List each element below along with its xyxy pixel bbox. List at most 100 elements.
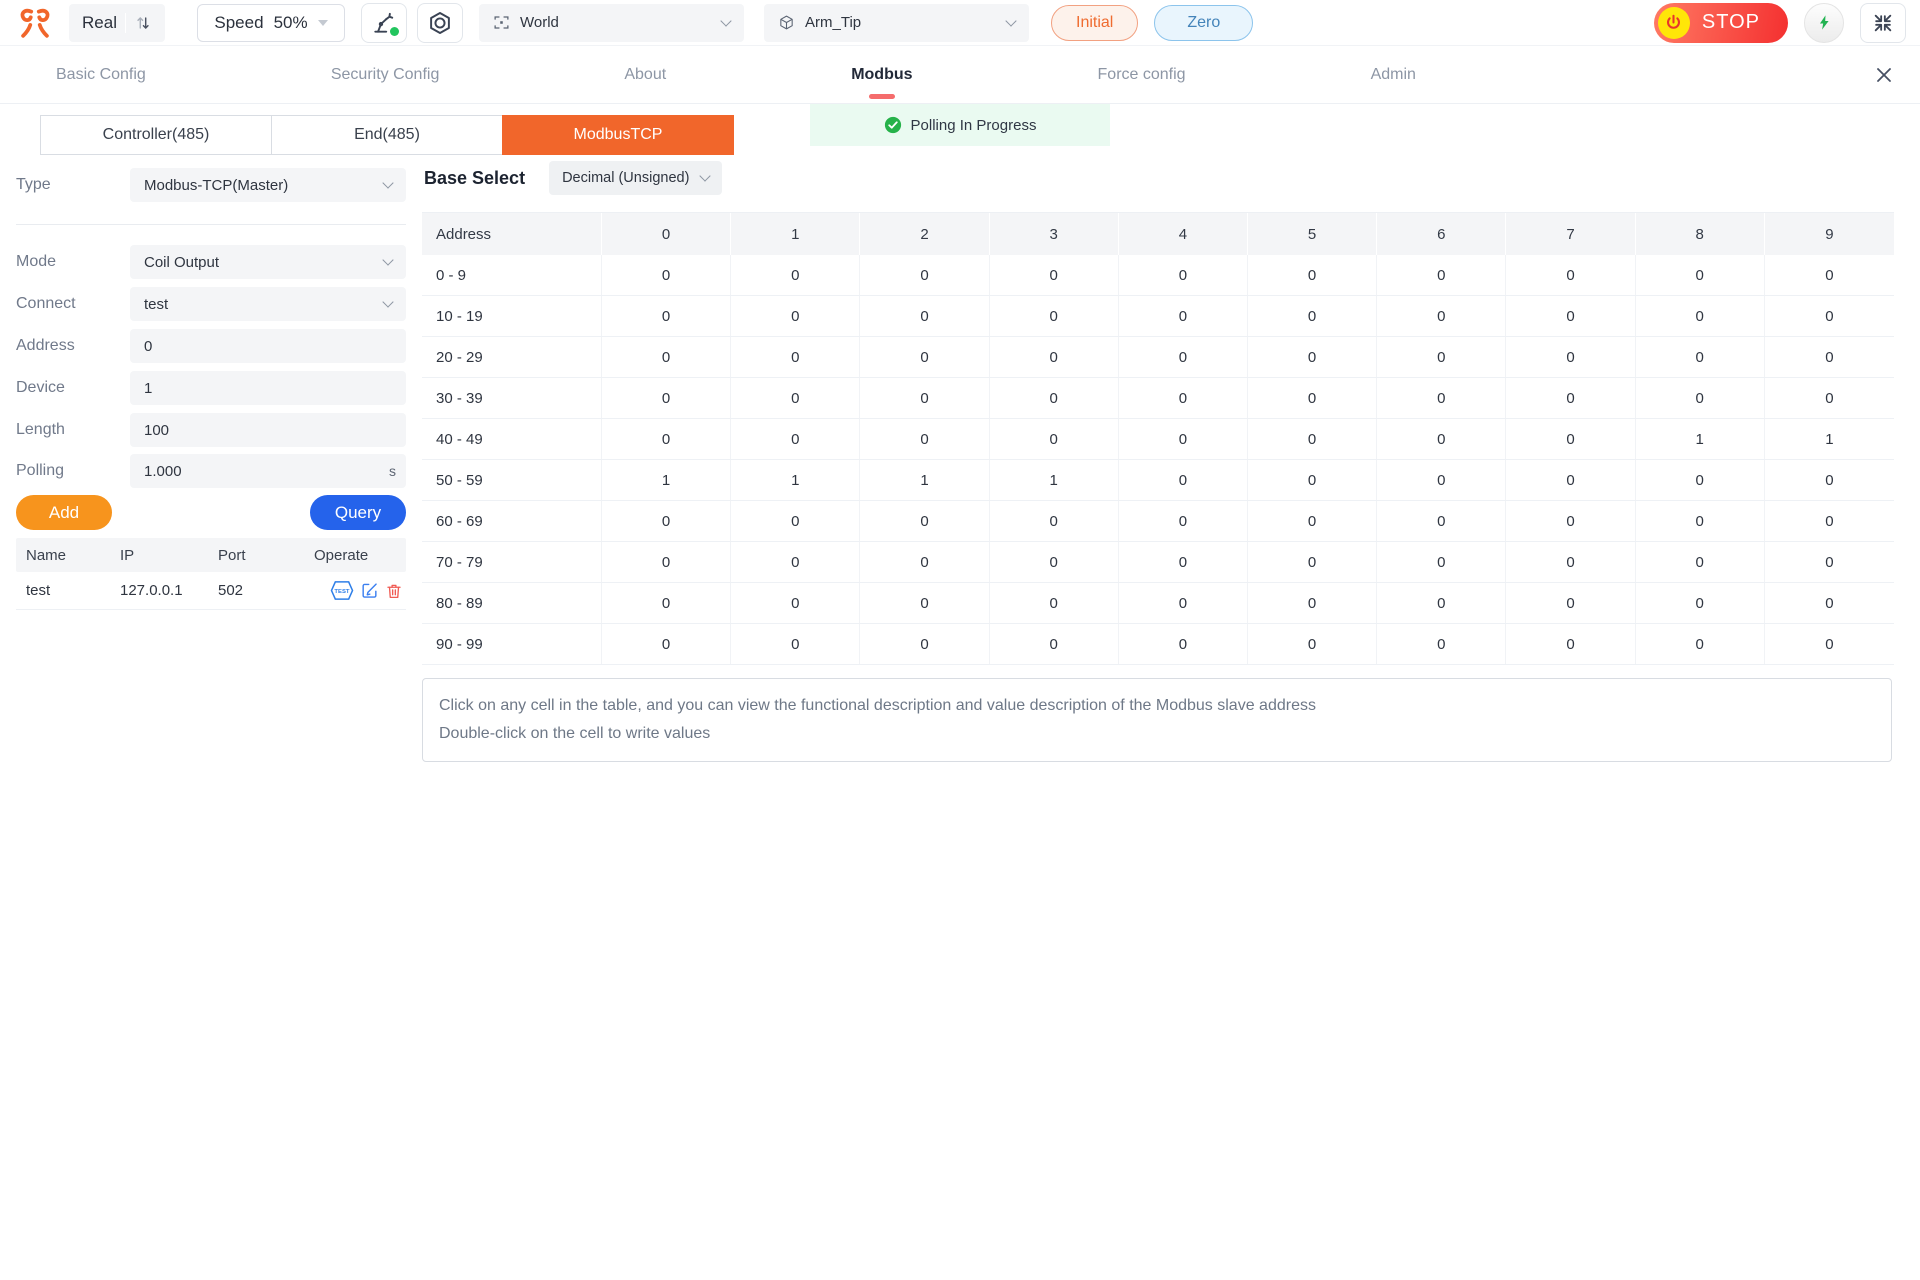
register-cell[interactable]: 0	[990, 419, 1119, 459]
register-cell[interactable]: 0	[1825, 266, 1834, 284]
register-cell[interactable]: 0	[1636, 501, 1765, 541]
register-cell[interactable]: 0	[860, 296, 990, 336]
register-cell[interactable]: 0	[731, 378, 861, 418]
zero-button[interactable]: Zero	[1154, 4, 1254, 41]
test-connection-icon[interactable]: TEST	[330, 580, 354, 601]
register-cell[interactable]: 0	[1248, 583, 1378, 623]
register-cell[interactable]: 0	[731, 419, 861, 459]
register-cell[interactable]: 0	[1248, 501, 1378, 541]
register-cell[interactable]: 0	[602, 624, 732, 664]
add-button[interactable]: Add	[16, 495, 112, 530]
length-input[interactable]	[130, 413, 406, 447]
register-cell[interactable]: 0	[1636, 337, 1765, 377]
tab-security-config[interactable]: Security Config	[331, 46, 440, 104]
register-cell[interactable]: 0	[1377, 378, 1507, 418]
tab-force-config[interactable]: Force config	[1098, 46, 1186, 104]
mode-indicator[interactable]: Real	[69, 3, 165, 42]
register-cell[interactable]: 0	[1636, 296, 1765, 336]
base-select-dropdown[interactable]: Decimal (Unsigned)	[549, 161, 723, 195]
collapse-button[interactable]	[1860, 2, 1906, 43]
register-cell[interactable]: 0	[1506, 542, 1636, 582]
register-cell[interactable]: 0	[602, 542, 732, 582]
register-cell[interactable]: 0	[1506, 460, 1636, 500]
close-icon[interactable]	[1874, 65, 1894, 85]
register-cell[interactable]: 1	[990, 460, 1119, 500]
register-cell[interactable]: 0	[602, 583, 732, 623]
register-cell[interactable]: 0	[1248, 378, 1378, 418]
tab-admin[interactable]: Admin	[1371, 46, 1416, 104]
register-cell[interactable]: 0	[990, 624, 1119, 664]
register-cell[interactable]: 0	[1506, 624, 1636, 664]
register-cell[interactable]: 0	[860, 378, 990, 418]
register-cell[interactable]: 0	[1377, 419, 1507, 459]
register-cell[interactable]: 0	[1119, 460, 1248, 500]
register-cell[interactable]: 1	[1636, 419, 1765, 459]
register-cell[interactable]: 0	[1636, 542, 1765, 582]
power-boost-button[interactable]	[1804, 2, 1844, 43]
register-cell[interactable]: 0	[1119, 542, 1248, 582]
register-cell[interactable]: 0	[1825, 389, 1834, 407]
register-cell[interactable]: 0	[990, 255, 1119, 295]
register-cell[interactable]: 0	[1636, 624, 1765, 664]
register-cell[interactable]: 0	[602, 296, 732, 336]
register-cell[interactable]: 0	[1119, 419, 1248, 459]
register-cell[interactable]: 0	[1825, 512, 1834, 530]
register-cell[interactable]: 0	[860, 583, 990, 623]
register-cell[interactable]: 0	[1377, 583, 1507, 623]
register-cell[interactable]: 0	[731, 501, 861, 541]
register-cell[interactable]: 0	[1506, 378, 1636, 418]
register-cell[interactable]: 1	[1825, 430, 1834, 448]
register-cell[interactable]: 0	[602, 419, 732, 459]
register-cell[interactable]: 0	[1119, 296, 1248, 336]
register-cell[interactable]: 0	[1377, 501, 1507, 541]
register-cell[interactable]: 0	[602, 501, 732, 541]
register-cell[interactable]: 0	[1825, 553, 1834, 571]
frame-select[interactable]: World	[479, 3, 744, 42]
subtab-modbustcp[interactable]: ModbusTCP	[502, 115, 734, 155]
register-cell[interactable]: 0	[1377, 255, 1507, 295]
register-cell[interactable]: 0	[1636, 378, 1765, 418]
register-cell[interactable]: 0	[731, 255, 861, 295]
register-cell[interactable]: 0	[860, 624, 990, 664]
register-cell[interactable]: 0	[602, 255, 732, 295]
register-cell[interactable]: 0	[1119, 255, 1248, 295]
register-cell[interactable]: 1	[860, 460, 990, 500]
register-cell[interactable]: 0	[1506, 255, 1636, 295]
register-cell[interactable]: 0	[1636, 460, 1765, 500]
register-cell[interactable]: 0	[1119, 501, 1248, 541]
edit-icon[interactable]	[360, 581, 379, 600]
register-cell[interactable]: 0	[1506, 583, 1636, 623]
stop-button[interactable]: STOP	[1653, 2, 1788, 43]
connect-select[interactable]: test	[130, 287, 406, 321]
register-cell[interactable]: 0	[1377, 624, 1507, 664]
tab-basic-config[interactable]: Basic Config	[56, 46, 146, 104]
register-cell[interactable]: 0	[602, 378, 732, 418]
tab-about[interactable]: About	[624, 46, 666, 104]
register-cell[interactable]: 0	[860, 255, 990, 295]
register-cell[interactable]: 0	[1248, 460, 1378, 500]
register-cell[interactable]: 0	[1636, 255, 1765, 295]
tool-select[interactable]: Arm_Tip	[764, 3, 1029, 42]
register-cell[interactable]: 0	[731, 337, 861, 377]
register-cell[interactable]: 0	[860, 501, 990, 541]
settings-button[interactable]	[417, 2, 463, 43]
initial-button[interactable]: Initial	[1051, 4, 1139, 41]
register-cell[interactable]: 0	[1506, 296, 1636, 336]
register-cell[interactable]: 0	[1119, 337, 1248, 377]
register-cell[interactable]: 0	[1248, 542, 1378, 582]
register-cell[interactable]: 0	[1825, 307, 1834, 325]
register-cell[interactable]: 0	[860, 542, 990, 582]
register-cell[interactable]: 0	[990, 583, 1119, 623]
register-cell[interactable]: 1	[602, 460, 732, 500]
register-cell[interactable]: 0	[1248, 624, 1378, 664]
register-cell[interactable]: 0	[1377, 542, 1507, 582]
register-cell[interactable]: 0	[990, 542, 1119, 582]
register-cell[interactable]: 0	[1636, 583, 1765, 623]
register-cell[interactable]: 0	[860, 337, 990, 377]
register-cell[interactable]: 0	[1119, 624, 1248, 664]
address-input[interactable]	[130, 329, 406, 363]
mode-select[interactable]: Coil Output	[130, 245, 406, 279]
query-button[interactable]: Query	[310, 495, 406, 530]
sort-arrows-icon[interactable]	[134, 14, 152, 32]
register-cell[interactable]: 0	[1377, 460, 1507, 500]
